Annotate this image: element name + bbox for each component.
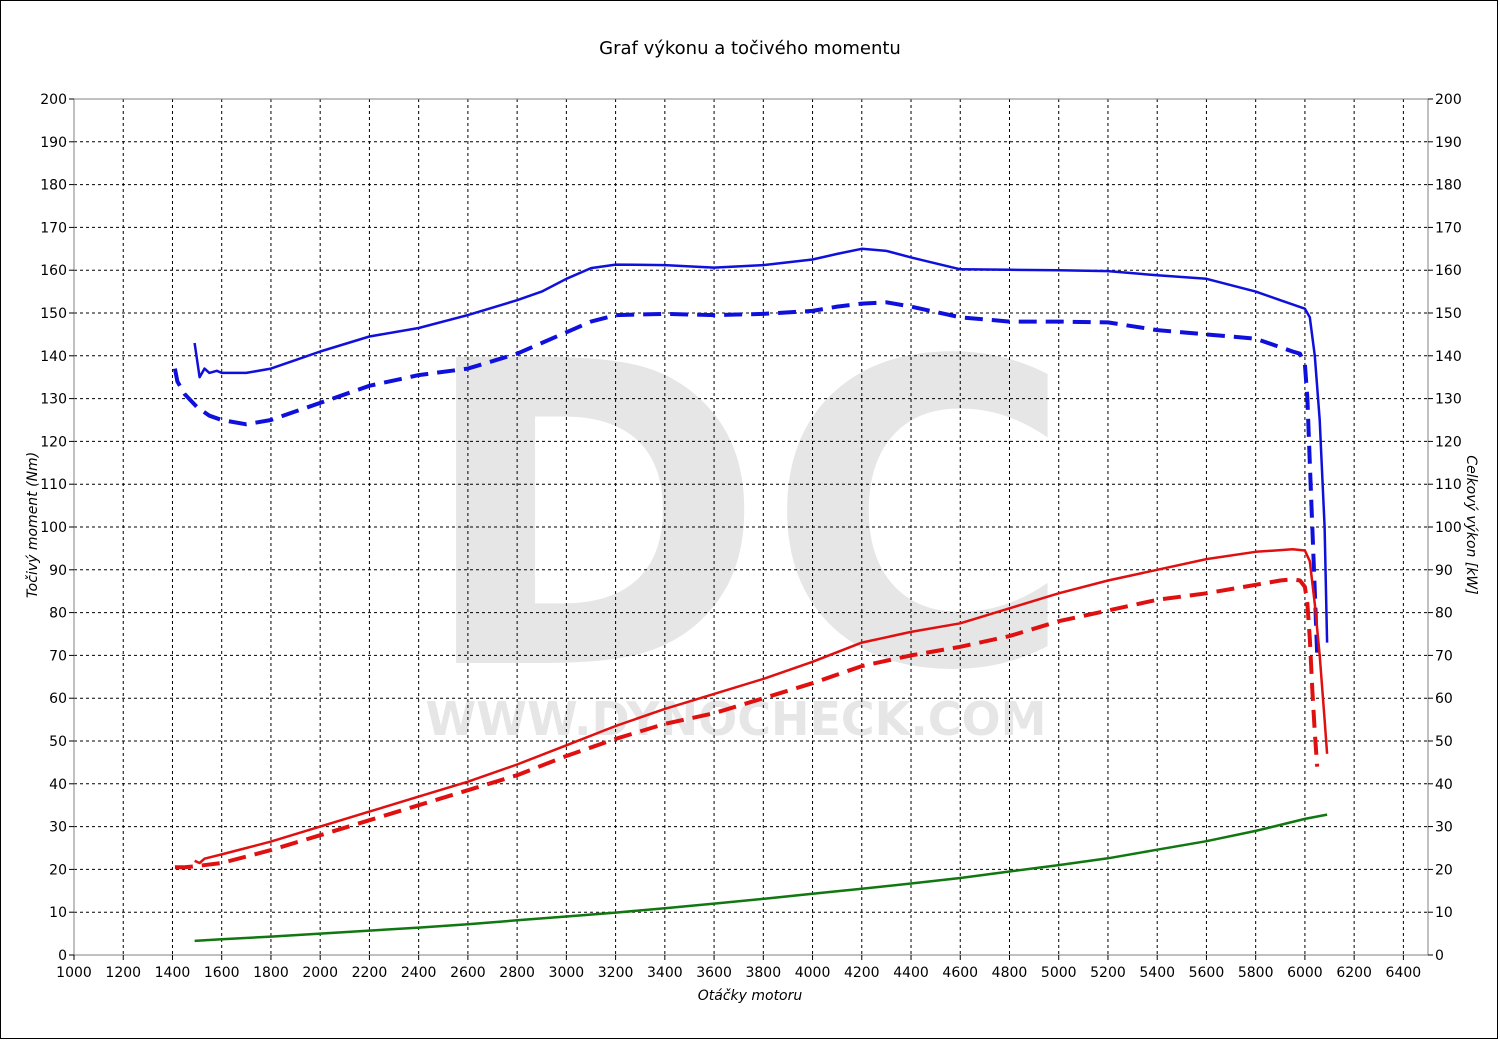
right-tick-label: 100 [1435,520,1462,536]
x-tick-label: 3400 [647,965,683,981]
left-tick-label: 60 [49,691,67,707]
right-tick-label: 120 [1435,434,1462,450]
x-tick-label: 2400 [401,965,437,981]
left-tick-label: 120 [40,434,67,450]
x-tick-label: 4400 [893,965,929,981]
right-tick-label: 0 [1435,948,1444,964]
left-axis-ticks: 0 10 20 30 40 50 60 70 80 90 100 110 120 130 140 150 160… [40,92,74,964]
left-tick-label: 0 [58,948,67,964]
x-tick-label: 5600 [1189,965,1225,981]
right-tick-label: 160 [1435,263,1462,279]
x-tick-label: 2000 [302,965,338,981]
right-tick-label: 170 [1435,220,1462,236]
left-tick-label: 130 [40,392,67,408]
right-tick-label: 130 [1435,392,1462,408]
x-tick-label: 1400 [155,965,191,981]
right-tick-label: 150 [1435,306,1462,322]
x-tick-label: 4600 [942,965,978,981]
watermark-logo: DC [418,274,1075,763]
left-tick-label: 200 [40,92,67,108]
right-tick-label: 20 [1435,862,1453,878]
right-tick-label: 110 [1435,477,1462,493]
x-tick-label: 6000 [1287,965,1323,981]
x-tick-label: 1000 [56,965,92,981]
x-tick-label: 3000 [549,965,585,981]
right-tick-label: 30 [1435,820,1453,836]
x-tick-label: 3200 [598,965,634,981]
right-tick-label: 200 [1435,92,1462,108]
x-tick-label: 6400 [1386,965,1422,981]
x-tick-label: 6200 [1336,965,1372,981]
x-tick-label: 4000 [795,965,831,981]
left-tick-label: 20 [49,862,67,878]
left-tick-label: 100 [40,520,67,536]
left-tick-label: 50 [49,734,67,750]
chart-series [172,247,1329,943]
x-tick-label: 1200 [105,965,141,981]
series-line-0 [193,247,1329,643]
left-tick-label: 80 [49,606,67,622]
x-axis-label: Otáčky motoru [698,988,803,1004]
series-line-4 [194,813,1328,943]
left-tick-label: 160 [40,263,67,279]
dynocheck-watermark: DC WWW.DYNOCHECK.COM [418,274,1075,763]
x-tick-label: 3800 [745,965,781,981]
series-line-1 [172,300,1320,656]
right-tick-label: 60 [1435,691,1453,707]
x-tick-label: 5800 [1238,965,1274,981]
left-tick-label: 70 [49,648,67,664]
right-tick-label: 140 [1435,349,1462,365]
left-axis-label: Točivý moment (Nm) [25,452,41,598]
right-tick-label: 50 [1435,734,1453,750]
left-tick-label: 170 [40,220,67,236]
x-tick-label: 2200 [352,965,388,981]
right-axis-label: Celkový výkon [kW] [1463,455,1479,594]
left-tick-label: 180 [40,178,67,194]
x-tick-label: 2800 [499,965,535,981]
left-tick-label: 10 [49,905,67,921]
x-tick-label: 5400 [1139,965,1175,981]
right-tick-label: 90 [1435,563,1453,579]
left-tick-label: 90 [49,563,67,579]
left-tick-label: 110 [40,477,67,493]
x-tick-label: 1800 [253,965,289,981]
right-tick-label: 80 [1435,606,1453,622]
right-tick-label: 70 [1435,648,1453,664]
series-line-2 [194,548,1329,865]
x-tick-label: 3600 [696,965,732,981]
x-tick-label: 4800 [992,965,1028,981]
x-tick-label: 1600 [204,965,240,981]
right-tick-label: 190 [1435,135,1462,151]
x-tick-label: 5200 [1090,965,1126,981]
left-tick-label: 30 [49,820,67,836]
right-tick-label: 40 [1435,777,1453,793]
right-tick-label: 10 [1435,905,1453,921]
left-tick-label: 140 [40,349,67,365]
left-tick-label: 40 [49,777,67,793]
watermark-url: WWW.DYNOCHECK.COM [426,692,1047,746]
left-tick-label: 190 [40,135,67,151]
series-line-3 [174,577,1320,870]
right-axis-ticks: 0 10 20 30 40 50 60 70 80 90 100 110 120 130 140 150 160… [1428,92,1462,964]
x-tick-label: 2600 [450,965,486,981]
x-axis-ticks: 1000 1200 1400 1600 1800 2000 2200 2400 2600 2800… [56,955,1421,981]
right-tick-label: 180 [1435,178,1462,194]
x-tick-label: 5000 [1041,965,1077,981]
x-tick-label: 4200 [844,965,880,981]
left-tick-label: 150 [40,306,67,322]
chart-title: Graf výkonu a točivého momentu [599,38,901,59]
